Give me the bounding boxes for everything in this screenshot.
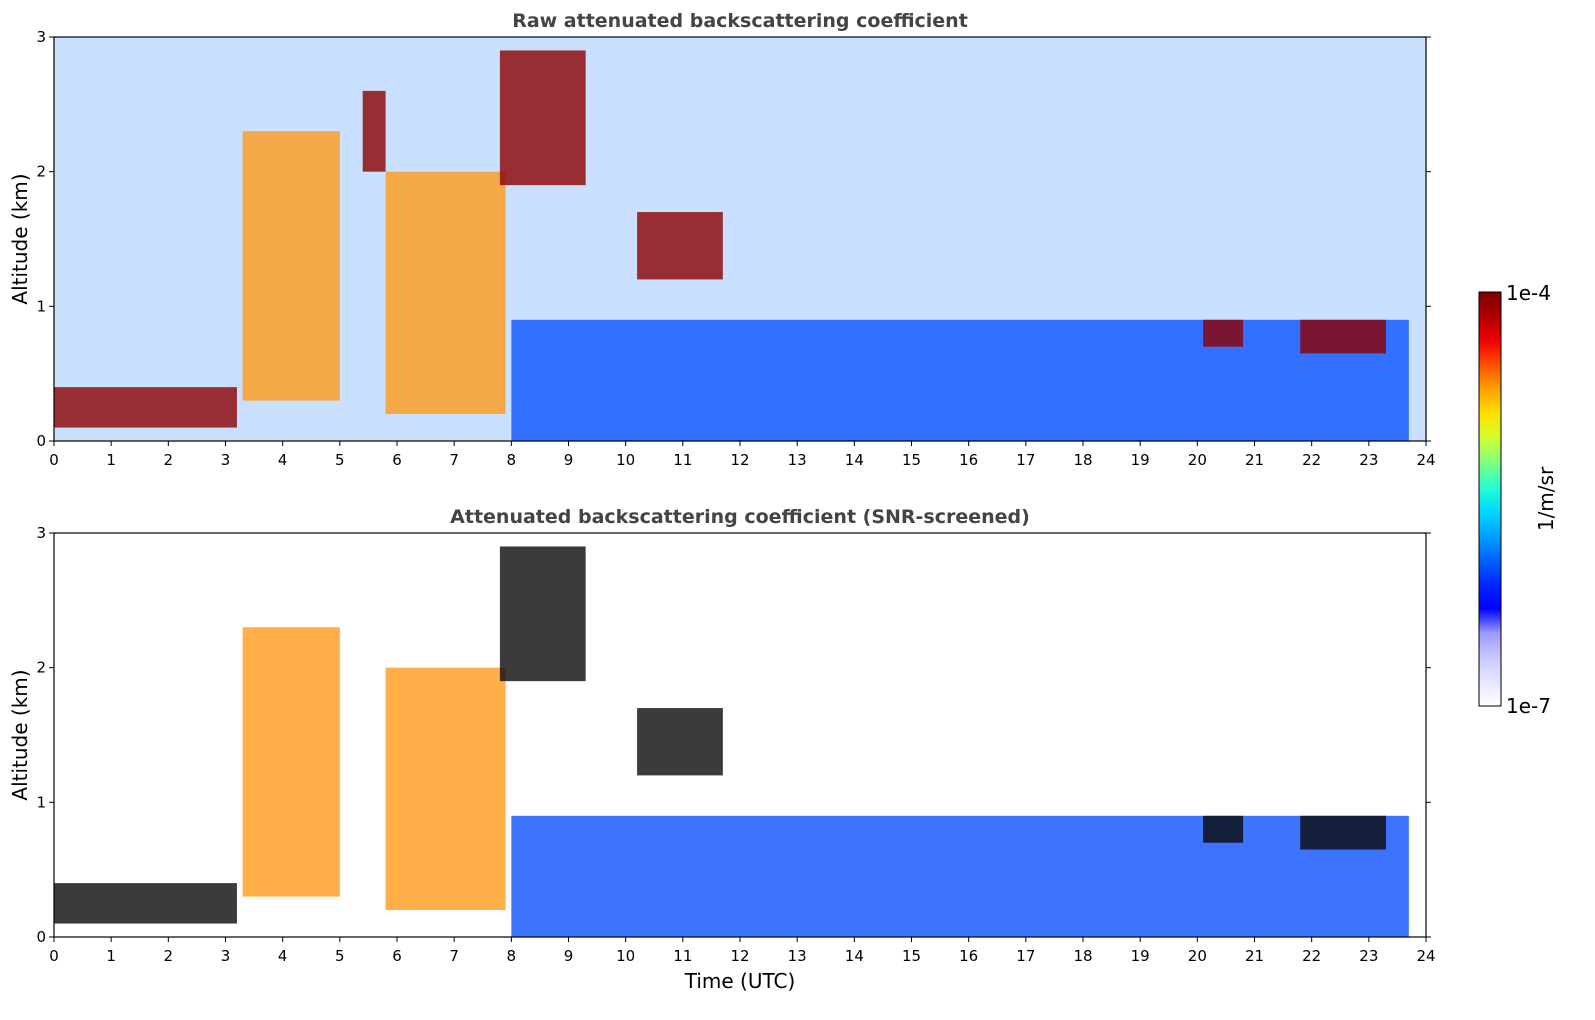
x-tick-label: 3 [221, 451, 231, 469]
y-tick-label: 0 [36, 928, 46, 946]
x-tick-label: 15 [902, 451, 921, 469]
x-tick-label: 4 [278, 947, 288, 965]
x-tick-label: 14 [845, 451, 864, 469]
feature-aerosol-plume [385, 171, 506, 415]
y-tick-label: 0 [36, 432, 46, 450]
snr-screened-panel: Attenuated backscattering coefficient (S… [8, 506, 1436, 993]
x-tick-label: 10 [616, 451, 635, 469]
raw-panel: Raw attenuated backscattering coefficien… [8, 10, 1436, 469]
panel-title: Raw attenuated backscattering coefficien… [512, 10, 968, 32]
x-tick-label: 16 [959, 451, 978, 469]
feature-low-cloud [1203, 319, 1244, 347]
x-tick-label: 20 [1188, 947, 1207, 965]
y-axis-label: Altitude (km) [8, 669, 32, 800]
colorbar-gradient [1478, 291, 1502, 707]
feature-low-cloud [1300, 319, 1386, 354]
x-tick-label: 1 [106, 947, 116, 965]
colorbar-label: 1/m/sr [1534, 466, 1558, 531]
x-tick-label: 4 [278, 451, 288, 469]
x-tick-label: 24 [1416, 947, 1435, 965]
x-tick-label: 12 [730, 947, 749, 965]
x-tick-label: 3 [221, 947, 231, 965]
feature-cloud-streak [362, 90, 386, 172]
x-tick-label: 8 [507, 451, 517, 469]
x-tick-label: 19 [1131, 451, 1150, 469]
y-tick-label: 3 [36, 28, 46, 46]
x-tick-label: 5 [335, 451, 345, 469]
x-tick-label: 11 [673, 451, 692, 469]
x-tick-label: 24 [1416, 451, 1435, 469]
x-tick-label: 6 [392, 947, 402, 965]
y-tick-label: 1 [36, 297, 46, 315]
panel-title: Attenuated backscattering coefficient (S… [450, 506, 1030, 528]
x-tick-label: 13 [788, 947, 807, 965]
feature-aerosol-plume [242, 131, 340, 401]
colorbar-min-label: 1e-7 [1506, 694, 1551, 718]
x-tick-label: 14 [845, 947, 864, 965]
x-tick-label: 17 [1016, 947, 1035, 965]
x-tick-label: 20 [1188, 451, 1207, 469]
x-tick-label: 21 [1245, 947, 1264, 965]
x-tick-label: 10 [616, 947, 635, 965]
x-axis-label: Time (UTC) [684, 969, 796, 993]
x-tick-label: 0 [49, 947, 59, 965]
tick-layer: 0 1 2 3 4 5 6 7 8 9 10 11 12 13 14 15 16 17 18 19 20 21 22 23 24… [36, 28, 1435, 469]
x-tick-label: 15 [902, 947, 921, 965]
x-tick-label: 16 [959, 947, 978, 965]
x-tick-label: 7 [449, 451, 459, 469]
y-tick-label: 3 [36, 524, 46, 542]
x-tick-label: 2 [164, 947, 174, 965]
x-tick-label: 19 [1131, 947, 1150, 965]
x-tick-label: 2 [164, 451, 174, 469]
x-tick-label: 21 [1245, 451, 1264, 469]
x-tick-label: 7 [449, 947, 459, 965]
feature-layer [54, 50, 1409, 441]
x-tick-label: 13 [788, 451, 807, 469]
y-tick-label: 2 [36, 163, 46, 181]
x-tick-label: 5 [335, 947, 345, 965]
feature-layer [54, 546, 1409, 937]
feature-boundary-layer [511, 319, 1409, 441]
x-tick-label: 1 [106, 451, 116, 469]
feature-rising-cloud-layer [499, 50, 586, 186]
x-tick-label: 0 [49, 451, 59, 469]
colorbar-max-label: 1e-4 [1506, 281, 1551, 305]
x-tick-label: 12 [730, 451, 749, 469]
x-tick-label: 8 [507, 947, 517, 965]
colorbar: 1e-4 1e-7 1/m/sr [1478, 281, 1558, 718]
feature-cloud-fragments [637, 212, 723, 280]
y-tick-label: 1 [36, 793, 46, 811]
y-tick-label: 2 [36, 659, 46, 677]
x-tick-label: 23 [1359, 451, 1378, 469]
feature-surface-aerosol-layer [54, 387, 237, 428]
x-tick-label: 23 [1359, 947, 1378, 965]
feature-aerosol-plume [385, 667, 506, 911]
x-tick-label: 9 [564, 947, 574, 965]
x-tick-label: 9 [564, 451, 574, 469]
feature-surface-aerosol-layer [54, 883, 237, 924]
feature-cloud-fragments [637, 708, 723, 776]
y-axis-label: Altitude (km) [8, 173, 32, 304]
feature-boundary-layer [511, 815, 1409, 937]
x-tick-label: 6 [392, 451, 402, 469]
x-tick-label: 22 [1302, 947, 1321, 965]
x-tick-label: 11 [673, 947, 692, 965]
feature-low-cloud [1203, 815, 1244, 843]
tick-layer: 0 1 2 3 4 5 6 7 8 9 10 11 12 13 14 15 16 17 18 19 20 21 22 23 24… [36, 524, 1435, 965]
feature-aerosol-plume [242, 627, 340, 897]
x-tick-label: 22 [1302, 451, 1321, 469]
feature-rising-cloud-layer [499, 546, 586, 682]
feature-low-cloud [1300, 815, 1386, 850]
x-tick-label: 18 [1073, 451, 1092, 469]
x-tick-label: 18 [1073, 947, 1092, 965]
x-tick-label: 17 [1016, 451, 1035, 469]
